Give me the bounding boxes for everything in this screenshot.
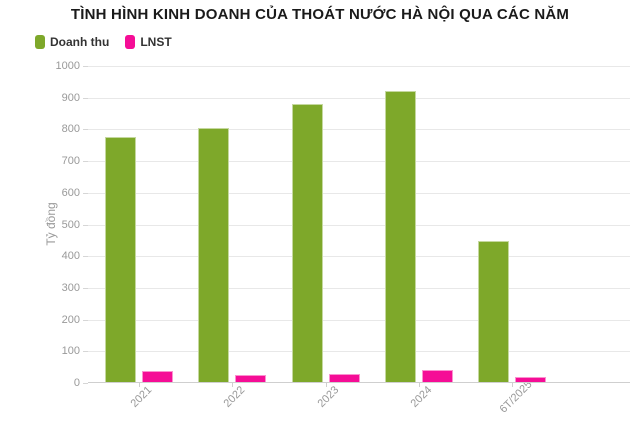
gridline-800 xyxy=(88,129,630,131)
legend-label-doanh-thu: Doanh thu xyxy=(50,35,110,49)
gridline-500 xyxy=(88,224,630,226)
gridline-1000 xyxy=(88,66,630,67)
bar-lnst-6T2025[interactable] xyxy=(515,376,546,383)
y-axis-label-0: 0 xyxy=(73,377,80,389)
y-tick-1000 xyxy=(83,66,88,67)
legend-swatch-doanh-thu-icon xyxy=(35,35,45,49)
y-tick-600 xyxy=(83,192,88,194)
bar-lnst-2021[interactable] xyxy=(142,370,173,383)
x-axis-label-2023: 2023 xyxy=(315,384,341,410)
y-axis-label-1000: 1000 xyxy=(55,60,80,72)
x-tick-6T2025 xyxy=(512,383,513,387)
plot-area: 0 100 200 300 400 500 600 700 800 900 1000 2021 2022… xyxy=(56,60,630,416)
bar-doanh-thu-2024[interactable] xyxy=(384,91,416,383)
y-axis-label-900: 900 xyxy=(61,91,80,104)
bar-doanh-thu-6T2025[interactable] xyxy=(478,240,509,383)
y-axis-label-300: 300 xyxy=(61,281,80,294)
y-axis-label-200: 200 xyxy=(61,313,80,326)
x-tick-2021 xyxy=(139,383,140,387)
bar-doanh-thu-2021[interactable] xyxy=(105,137,136,383)
y-axis-label-400: 400 xyxy=(61,250,80,263)
legend-item-doanh-thu[interactable]: Doanh thu xyxy=(35,35,109,49)
legend-swatch-lnst-icon xyxy=(125,35,136,49)
x-axis-label-2024: 2024 xyxy=(408,384,435,410)
gridline-400 xyxy=(88,256,630,258)
bar-doanh-thu-2023[interactable] xyxy=(291,104,323,383)
bar-lnst-2022[interactable] xyxy=(235,375,267,383)
x-axis-label-6T2025: 6T/2025 xyxy=(497,378,535,416)
gridline-600 xyxy=(88,192,630,194)
y-axis-label-700: 700 xyxy=(61,155,80,168)
x-tick-2022 xyxy=(232,383,234,387)
y-tick-400 xyxy=(83,256,88,258)
y-tick-500 xyxy=(83,224,88,226)
bar-doanh-thu-2022[interactable] xyxy=(198,127,230,383)
bar-lnst-2023[interactable] xyxy=(328,373,360,383)
y-tick-800 xyxy=(83,129,88,131)
gridline-200 xyxy=(88,319,630,321)
x-axis-line xyxy=(88,382,630,383)
x-axis-label-2021: 2021 xyxy=(128,384,155,410)
y-axis-label-800: 800 xyxy=(61,123,80,136)
bar-lnst-2024[interactable] xyxy=(421,370,453,383)
y-tick-900 xyxy=(83,97,88,99)
y-tick-0 xyxy=(83,383,88,384)
gridline-100 xyxy=(88,351,630,353)
y-tick-300 xyxy=(83,287,88,289)
y-tick-200 xyxy=(83,319,88,321)
legend-item-lnst[interactable]: LNST xyxy=(125,35,172,49)
legend: Doanh thu LNST xyxy=(35,35,172,49)
y-tick-100 xyxy=(83,351,88,353)
x-axis-label-2022: 2022 xyxy=(221,384,248,410)
gridline-900 xyxy=(88,97,630,99)
y-axis-title: Tỷ đồng xyxy=(44,202,58,246)
gridline-300 xyxy=(88,287,630,289)
gridline-700 xyxy=(88,161,630,163)
y-axis-label-500: 500 xyxy=(61,218,80,231)
x-tick-2023 xyxy=(325,383,327,387)
y-tick-700 xyxy=(83,161,88,163)
legend-label-lnst: LNST xyxy=(140,35,172,49)
chart-title: TÌNH HÌNH KINH DOANH CỦA THOÁT NƯỚC HÀ N… xyxy=(70,6,570,23)
y-axis-label-100: 100 xyxy=(61,345,80,358)
x-tick-2024 xyxy=(418,383,420,387)
y-axis-label-600: 600 xyxy=(61,186,80,199)
